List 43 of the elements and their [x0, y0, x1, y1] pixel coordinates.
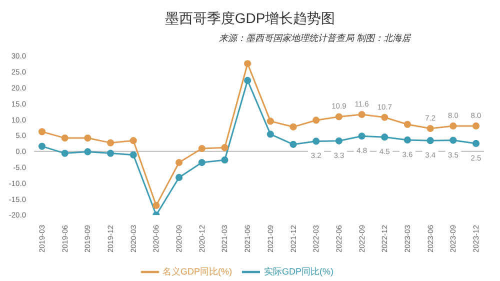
point [290, 140, 297, 148]
point [450, 136, 457, 144]
point [450, 122, 457, 130]
point [84, 134, 92, 142]
point [130, 151, 137, 158]
point [358, 110, 366, 118]
point [312, 116, 320, 124]
point [106, 150, 114, 157]
point [38, 142, 46, 150]
point [84, 148, 92, 156]
point [426, 124, 434, 132]
point [221, 144, 228, 152]
point [266, 130, 274, 138]
point [381, 114, 388, 121]
point [61, 150, 68, 157]
chart-subtitle: 来源：墨西哥国家地理统计普查局 制图：北海居 [218, 32, 412, 45]
point [244, 76, 252, 84]
point [404, 136, 412, 144]
point [198, 144, 206, 152]
point [176, 174, 183, 182]
point [244, 60, 252, 68]
legend-label: 名义GDP同比(%) [162, 266, 232, 276]
point [290, 123, 297, 130]
point [221, 156, 228, 164]
point [358, 132, 366, 140]
chart-title: 墨西哥季度GDP增长趋势图 [164, 10, 336, 28]
point [106, 139, 114, 146]
point [381, 134, 388, 141]
point [426, 137, 434, 144]
point [472, 140, 480, 147]
point [176, 158, 183, 166]
point [198, 158, 206, 166]
point [130, 137, 137, 144]
point [61, 134, 68, 142]
point [472, 122, 480, 130]
point [312, 138, 320, 145]
point [335, 137, 342, 144]
point [38, 128, 46, 136]
point [404, 120, 412, 128]
legend-label: 实际GDP同比(%) [264, 266, 334, 276]
point [266, 118, 274, 125]
point [335, 113, 342, 120]
point [152, 202, 160, 210]
